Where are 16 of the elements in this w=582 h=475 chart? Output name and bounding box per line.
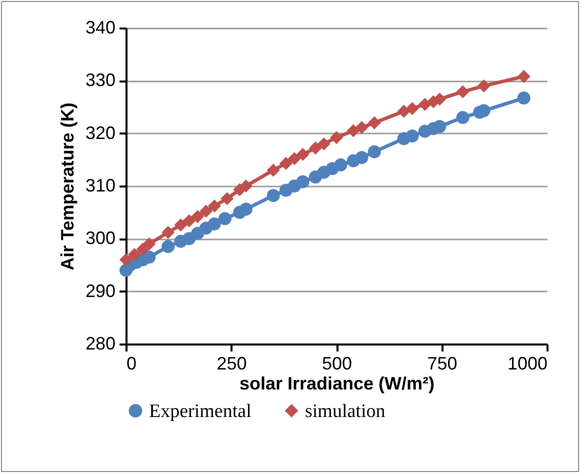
y-tick-label: 340 — [85, 18, 116, 38]
x-axis-title: solar Irradiance (W/m²) — [239, 374, 435, 394]
y-tick-label: 290 — [85, 280, 116, 301]
y-tick-label: 330 — [85, 70, 116, 90]
y-tick-label: 310 — [85, 176, 116, 196]
y-tick-label: 300 — [85, 228, 116, 248]
x-tick-label: 0 — [126, 354, 137, 374]
x-tick-label: 250 — [216, 354, 247, 374]
y-tick-label: 280 — [85, 334, 116, 354]
x-tick-label: 500 — [322, 354, 352, 374]
legend-label: Experimental — [149, 400, 252, 422]
legend-label: simulation — [305, 400, 386, 422]
x-tick-label: 1000 — [507, 354, 548, 374]
y-axis-title: Air Temperature (K) — [57, 102, 78, 270]
y-tick-label: 320 — [85, 122, 116, 143]
x-tick-label: 750 — [427, 354, 458, 374]
